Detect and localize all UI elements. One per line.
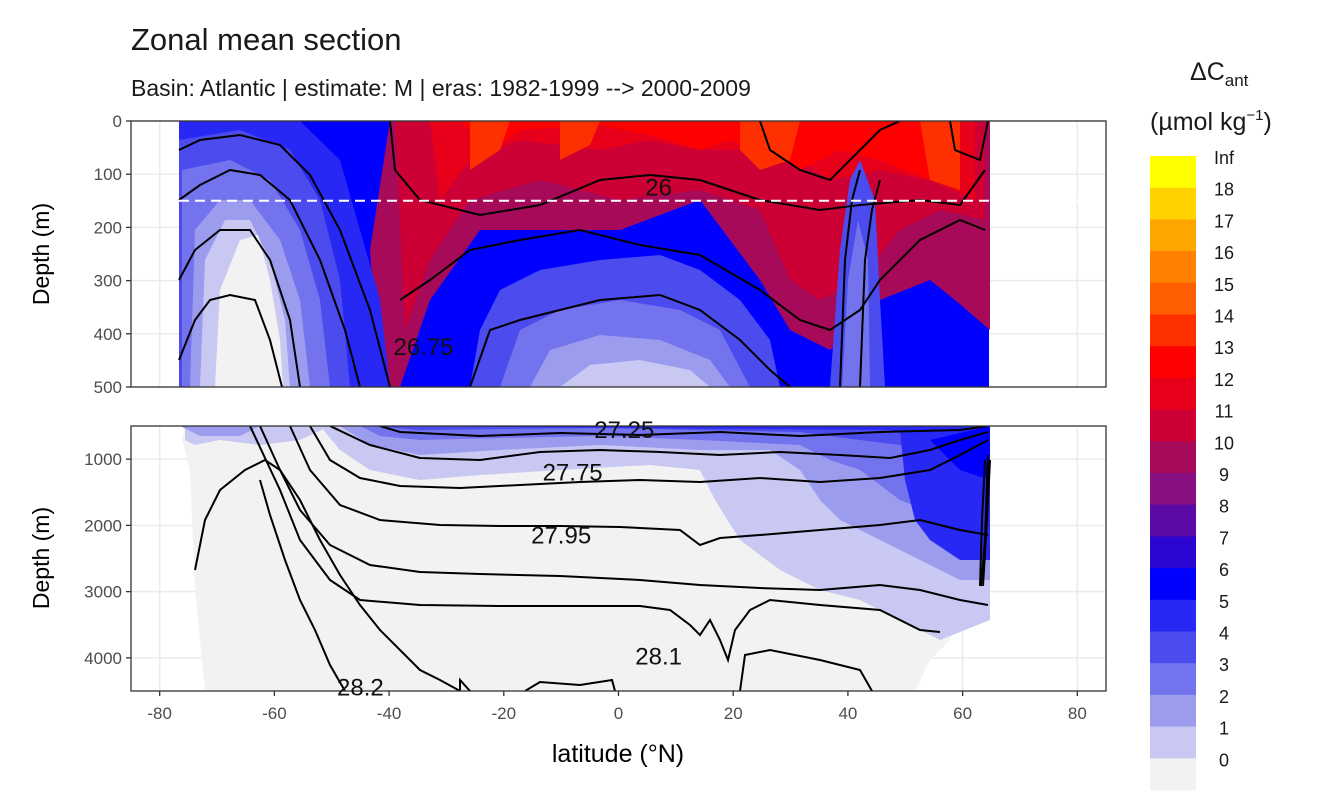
- legend-key: [1150, 409, 1196, 442]
- legend-key: [1150, 568, 1196, 601]
- legend-key-label: 15: [1214, 275, 1234, 295]
- x-axis-label: latitude (°N): [552, 740, 684, 768]
- y-tick-label: 2000: [84, 516, 122, 535]
- legend-key: [1150, 758, 1196, 791]
- y-tick-label: 200: [94, 218, 122, 237]
- legend-key: [1150, 536, 1196, 569]
- legend-key-label: 14: [1214, 307, 1234, 327]
- legend-key-label: 11: [1215, 402, 1234, 422]
- legend-key-label: 2: [1219, 687, 1229, 707]
- legend-key-label: 1: [1219, 719, 1229, 739]
- legend-key-label: 0: [1219, 750, 1229, 770]
- legend: ΔCant (µmol kg−1) Inf1817161514131211109…: [1150, 58, 1272, 791]
- y-axis-upper: 0 100 200 300 400 500: [94, 112, 131, 397]
- lower-field: [180, 426, 991, 691]
- contour-label: 26.75: [393, 334, 453, 361]
- legend-key: [1150, 473, 1196, 506]
- legend-key: [1150, 282, 1196, 315]
- chart-title: Zonal mean section: [131, 22, 402, 57]
- contour-label: 26: [645, 175, 672, 202]
- legend-key: [1150, 694, 1196, 728]
- legend-key: [1150, 599, 1196, 632]
- y-tick-label: 1000: [84, 450, 122, 469]
- x-tick-label: -80: [147, 704, 172, 723]
- y-tick-label: 4000: [84, 649, 122, 668]
- y-tick-label: 500: [94, 378, 122, 397]
- x-axis: -80 -60 -40 -20 0 20 40 60 80: [147, 691, 1087, 723]
- legend-key-label: 7: [1219, 528, 1229, 548]
- y-tick-label: 100: [94, 165, 122, 184]
- x-tick-label: -60: [262, 704, 287, 723]
- legend-key-label: 3: [1219, 655, 1229, 675]
- legend-key: [1150, 441, 1196, 474]
- upper-panel: [130, 120, 1107, 388]
- y-tick-label: 400: [94, 325, 122, 344]
- y-tick-label: 300: [94, 272, 122, 291]
- legend-key-label: 13: [1214, 338, 1234, 358]
- legend-key: [1150, 726, 1196, 759]
- legend-key-label: 9: [1219, 465, 1229, 485]
- contour-labels: 26 26.75 27.25 27.75 27.95 28.1 28.2: [337, 175, 682, 702]
- lower-panel: [130, 425, 1107, 692]
- legend-key: [1150, 314, 1196, 347]
- legend-key: [1150, 504, 1196, 537]
- y-tick-label: 0: [113, 112, 122, 131]
- legend-key-label: 12: [1214, 370, 1234, 390]
- legend-key-label: 18: [1214, 180, 1234, 200]
- x-tick-label: 20: [724, 704, 743, 723]
- x-tick-label: 0: [614, 704, 623, 723]
- legend-key: [1150, 251, 1196, 284]
- legend-key: [1150, 663, 1196, 696]
- upper-field: [131, 121, 1106, 387]
- contour-label: 27.95: [531, 522, 591, 549]
- x-tick-label: 40: [838, 704, 857, 723]
- legend-unit: (µmol kg−1): [1150, 107, 1272, 136]
- legend-key-label: Inf: [1214, 148, 1235, 168]
- chart-subtitle: Basin: Atlantic | estimate: M | eras: 19…: [131, 75, 751, 101]
- contour-label: 28.2: [337, 675, 384, 702]
- legend-key-label: 10: [1214, 433, 1234, 453]
- y-axis-label-upper: Depth (m): [28, 203, 54, 305]
- legend-key: [1150, 377, 1196, 411]
- legend-key: [1150, 631, 1196, 664]
- legend-key-label: 6: [1219, 560, 1229, 580]
- contour-label: 28.1: [635, 644, 682, 671]
- legend-title: ΔCant: [1190, 58, 1249, 90]
- x-tick-label: -40: [377, 704, 402, 723]
- contour-label: 27.75: [543, 459, 603, 486]
- legend-key: [1150, 219, 1196, 252]
- x-tick-label: 60: [953, 704, 972, 723]
- legend-key-label: 5: [1219, 592, 1229, 612]
- y-axis-label-lower: Depth (m): [28, 507, 54, 609]
- legend-key-label: 8: [1219, 497, 1229, 517]
- x-tick-label: -20: [492, 704, 517, 723]
- y-tick-label: 3000: [84, 583, 122, 602]
- contour-label: 27.25: [594, 417, 654, 444]
- legend-key-label: 17: [1214, 211, 1234, 231]
- legend-key: [1150, 187, 1196, 220]
- legend-key-label: 4: [1219, 624, 1229, 644]
- legend-key: [1150, 156, 1196, 189]
- x-tick-label: 80: [1068, 704, 1087, 723]
- legend-key-label: 16: [1214, 243, 1234, 263]
- y-axis-lower: 1000 2000 3000 4000: [84, 450, 131, 668]
- legend-key: [1150, 346, 1196, 379]
